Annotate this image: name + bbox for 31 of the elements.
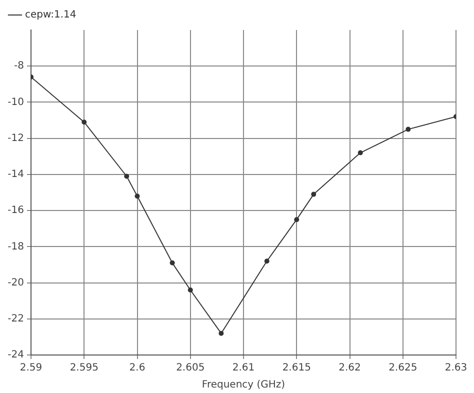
point — [311, 192, 316, 197]
x-tick-label: 2.61 — [232, 362, 255, 374]
x-tick-label: 2.59 — [20, 362, 42, 374]
y-tick-label: -10 — [8, 96, 24, 108]
legend-label: cepw:1.14 — [25, 10, 76, 21]
x-tick-label: 2.625 — [388, 362, 418, 374]
point — [406, 126, 411, 132]
y-tick-label: -20 — [8, 277, 24, 288]
x-tick-label: 2.615 — [282, 362, 311, 374]
x-axis-title: Frequency (GHz) — [202, 380, 286, 391]
point — [188, 288, 193, 292]
point — [82, 120, 87, 125]
y-tick-label: -24 — [8, 350, 24, 361]
point — [294, 217, 300, 222]
x-tick-label: 2.63 — [444, 362, 468, 374]
point — [170, 260, 175, 266]
point — [124, 174, 130, 179]
point — [358, 150, 363, 156]
y-tick-label: -16 — [8, 205, 24, 216]
x-tick-label: 2.62 — [338, 362, 361, 374]
x-tick-label: 2.595 — [70, 362, 98, 374]
x-tick-label: 2.605 — [176, 362, 205, 374]
point — [264, 258, 270, 264]
y-tick-label: -8 — [14, 60, 24, 72]
point — [134, 194, 140, 199]
x-tick-label: 2.6 — [129, 362, 146, 374]
y-tick-label: -12 — [8, 132, 24, 144]
point — [218, 330, 224, 336]
y-tick-label: -14 — [8, 169, 24, 180]
y-tick-label: -18 — [8, 241, 24, 252]
y-tick-label: -22 — [8, 313, 24, 324]
